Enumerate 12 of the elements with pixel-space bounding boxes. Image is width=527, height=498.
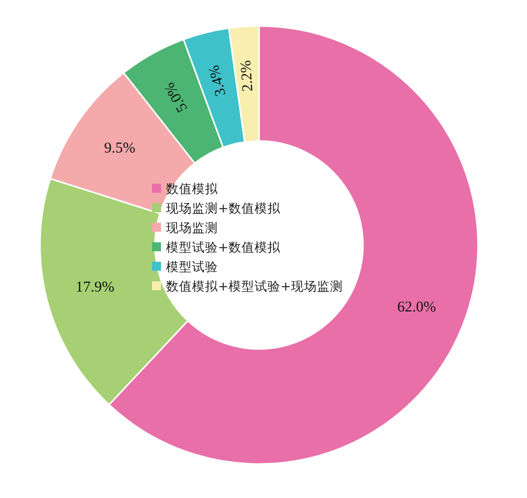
legend-label: 数值模拟+模型试验+现场监测	[166, 278, 343, 294]
legend-label: 现场监测	[166, 220, 218, 235]
legend-label: 模型试验	[166, 258, 218, 274]
data-label: 62.0%	[397, 299, 436, 316]
legend-label: 现场监测+数值模拟	[166, 200, 282, 216]
data-label: 17.9%	[76, 280, 114, 296]
data-label: 2.2%	[238, 60, 256, 92]
legend-label: 模型试验+数值模拟	[166, 239, 282, 254]
legend-label: 数值模拟	[166, 180, 219, 196]
data-label: 3.4%	[206, 63, 230, 98]
data-label: 9.5%	[104, 140, 136, 156]
data-label: 5.0%	[162, 79, 192, 115]
